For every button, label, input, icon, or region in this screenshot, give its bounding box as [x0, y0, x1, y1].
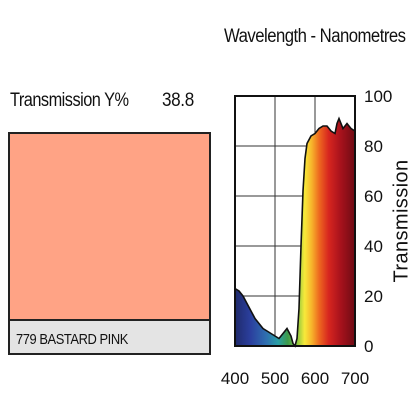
y-axis-title-wrap: Transmission	[382, 96, 418, 346]
chart-title: Wavelength - Nanometres	[224, 26, 406, 47]
x-tick-labels: 400 500 600 700	[221, 369, 369, 388]
y-tick-label: 80	[364, 137, 383, 156]
filter-name-bar: 779 BASTARD PINK	[10, 321, 209, 353]
swatch-divider	[10, 319, 209, 321]
y-tick-labels: 0 20 40 60 80 100	[364, 87, 392, 356]
x-tick-label: 700	[341, 369, 369, 388]
transmission-label: Transmission Y%	[10, 90, 129, 111]
y-tick-label: 40	[364, 237, 383, 256]
plot-frame	[234, 95, 356, 347]
y-axis-title: Transmission	[390, 159, 413, 283]
transmission-value: 38.8	[162, 90, 194, 111]
y-tick-label: 60	[364, 187, 383, 206]
x-tick-label: 600	[301, 369, 329, 388]
y-tick-label: 20	[364, 287, 383, 306]
filter-name-label: 779 BASTARD PINK	[16, 331, 128, 348]
y-tick-label: 100	[364, 87, 392, 106]
transmission-area	[235, 118, 355, 346]
filter-swatch-panel: 779 BASTARD PINK	[8, 132, 211, 355]
y-tick-label: 0	[364, 337, 373, 356]
filter-color-swatch	[10, 134, 209, 319]
x-tick-label: 500	[261, 369, 289, 388]
transmission-line	[234, 116, 356, 348]
x-tick-label: 400	[221, 369, 249, 388]
